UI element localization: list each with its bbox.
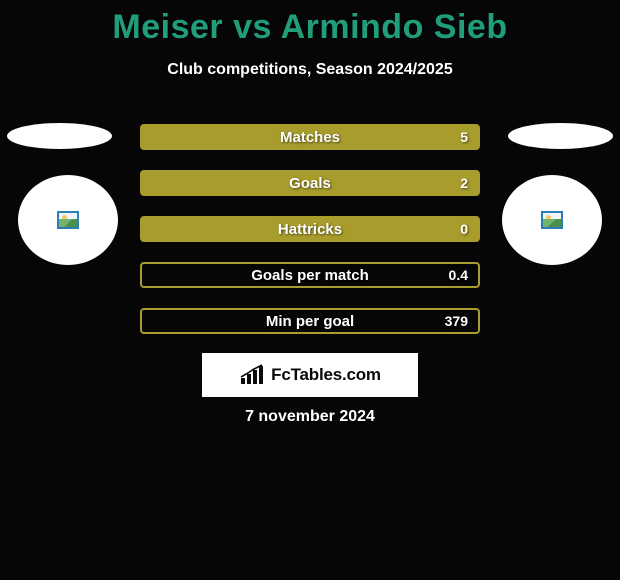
right-ellipse <box>508 123 613 149</box>
left-player-circle <box>18 175 118 265</box>
bar-chart-icon <box>239 364 265 386</box>
brand-badge[interactable]: FcTables.com <box>202 353 418 397</box>
stat-label: Min per goal <box>266 313 354 330</box>
left-ellipse <box>7 123 112 149</box>
stat-value: 0 <box>460 221 468 237</box>
stat-bar-matches: Matches 5 <box>140 124 480 150</box>
stat-label: Hattricks <box>278 221 342 238</box>
stat-value: 0.4 <box>449 267 468 283</box>
subtitle: Club competitions, Season 2024/2025 <box>0 61 620 79</box>
stat-label: Goals <box>289 175 331 192</box>
stat-bar-goals: Goals 2 <box>140 170 480 196</box>
stat-label: Goals per match <box>251 267 369 284</box>
stat-bar-min-per-goal: Min per goal 379 <box>140 308 480 334</box>
brand-text: FcTables.com <box>271 365 381 385</box>
stat-value: 2 <box>460 175 468 191</box>
stat-value: 5 <box>460 129 468 145</box>
image-placeholder-icon <box>57 211 79 229</box>
date-text: 7 november 2024 <box>0 408 620 426</box>
stat-bar-goals-per-match: Goals per match 0.4 <box>140 262 480 288</box>
right-player-circle <box>502 175 602 265</box>
stat-value: 379 <box>445 313 468 329</box>
stats-bars: Matches 5 Goals 2 Hattricks 0 Goals per … <box>140 124 480 354</box>
stat-label: Matches <box>280 129 340 146</box>
image-placeholder-icon <box>541 211 563 229</box>
page-title: Meiser vs Armindo Sieb <box>0 0 620 47</box>
stat-bar-hattricks: Hattricks 0 <box>140 216 480 242</box>
